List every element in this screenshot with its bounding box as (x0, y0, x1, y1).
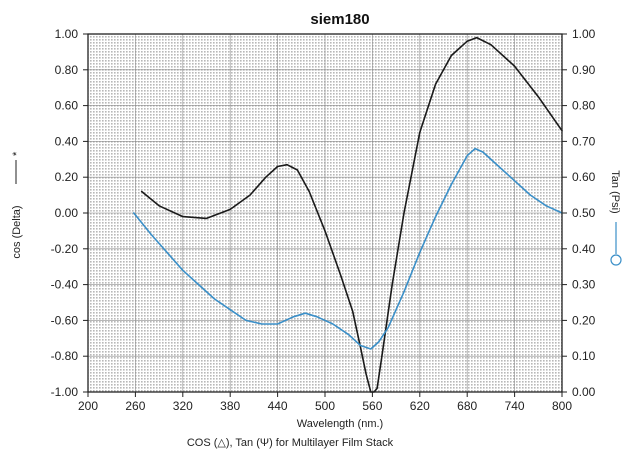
x-tick-label: 680 (457, 399, 477, 413)
left-legend-marker: * (11, 151, 23, 156)
plot-frame (87, 33, 563, 393)
left-y-tick-label: 1.00 (55, 27, 79, 41)
left-y-axis-label: cos (Delta) (11, 205, 23, 258)
left-y-tick-label: 0.40 (55, 134, 79, 148)
x-tick-label: 500 (315, 399, 335, 413)
right-y-axis-ticks: 1.00 0.90 0.80 0.70 0.60 0.50 0.40 0.30 0.20 0.10… (562, 27, 596, 399)
x-tick-label: 320 (173, 399, 193, 413)
left-y-tick-label: -1.00 (51, 385, 79, 399)
x-tick-label: 740 (505, 399, 525, 413)
left-y-tick-label: -0.80 (51, 349, 79, 363)
right-y-tick-label: 0.70 (572, 134, 596, 148)
left-y-axis-ticks: 1.00 0.80 0.60 0.40 0.20 0.00 -0.20 -0.40 -0.60 -… (51, 27, 88, 399)
right-y-tick-label: 0.40 (572, 242, 596, 256)
right-legend-circle-icon (610, 254, 622, 266)
left-y-tick-label: 0.00 (55, 206, 79, 220)
left-y-tick-label: 0.20 (55, 170, 79, 184)
left-y-tick-label: 0.60 (55, 99, 79, 113)
x-tick-label: 800 (552, 399, 572, 413)
right-y-tick-label: 0.50 (572, 206, 596, 220)
cos-delta-line (140, 36, 563, 393)
right-y-tick-label: 0.90 (572, 63, 596, 77)
chart-caption: COS (△), Tan (Ψ) for Multilayer Film Sta… (187, 437, 394, 449)
grid-lines (88, 34, 562, 392)
right-y-tick-label: 0.00 (572, 385, 596, 399)
right-y-tick-label: 0.20 (572, 313, 596, 327)
left-y-tick-label: -0.40 (51, 278, 79, 292)
right-y-axis-title: Tan (Psi) (609, 170, 622, 266)
right-y-tick-label: 0.30 (572, 278, 596, 292)
tan-psi-line (133, 147, 563, 350)
x-tick-label: 440 (268, 399, 288, 413)
right-y-tick-label: 1.00 (572, 27, 596, 41)
left-y-tick-label: -0.60 (51, 313, 79, 327)
right-y-tick-label: 0.80 (572, 99, 596, 113)
x-axis-label: Wavelength (nm.) (297, 418, 383, 430)
right-y-axis-label: Tan (Psi) (609, 170, 621, 213)
x-tick-label: 200 (78, 399, 98, 413)
x-tick-label: 560 (362, 399, 382, 413)
left-y-tick-label: 0.80 (55, 63, 79, 77)
chart-title: siem180 (310, 11, 369, 28)
x-axis-ticks: 200 260 320 380 440 500 560 620 680 740 800 (78, 392, 572, 413)
right-y-tick-label: 0.10 (572, 349, 596, 363)
right-y-tick-label: 0.60 (572, 170, 596, 184)
left-y-axis-title: cos (Delta) * (11, 151, 23, 259)
x-tick-label: 620 (410, 399, 430, 413)
x-tick-label: 380 (220, 399, 240, 413)
x-tick-label: 260 (125, 399, 145, 413)
left-y-tick-label: -0.20 (51, 242, 79, 256)
